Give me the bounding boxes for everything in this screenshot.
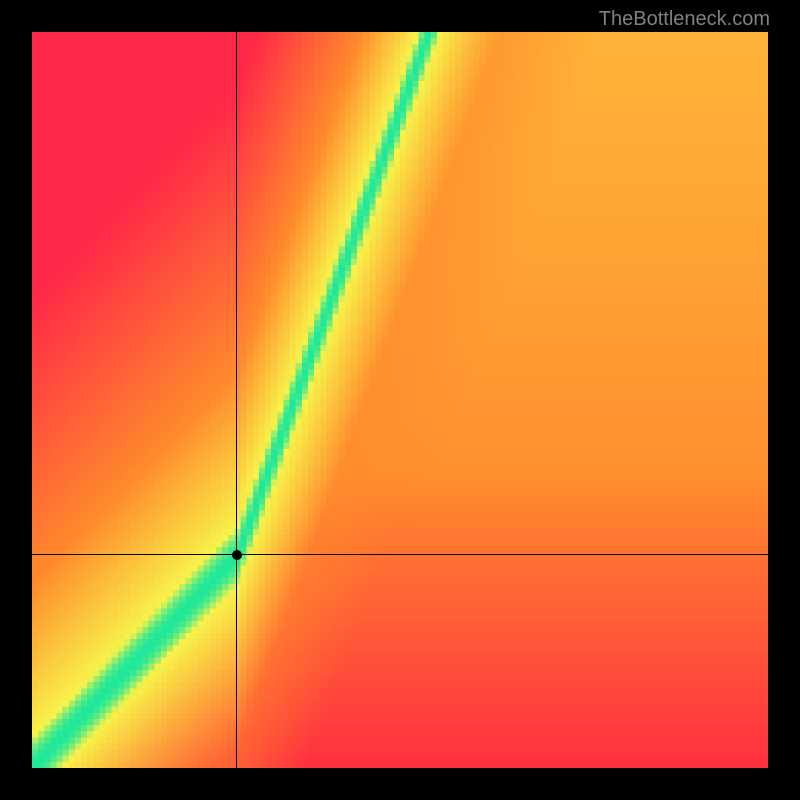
heatmap-canvas: [32, 32, 768, 768]
bottleneck-heatmap: [32, 32, 768, 768]
crosshair-horizontal: [32, 554, 768, 555]
crosshair-dot: [232, 550, 242, 560]
watermark-text: TheBottleneck.com: [599, 8, 770, 31]
crosshair-vertical: [236, 32, 237, 768]
